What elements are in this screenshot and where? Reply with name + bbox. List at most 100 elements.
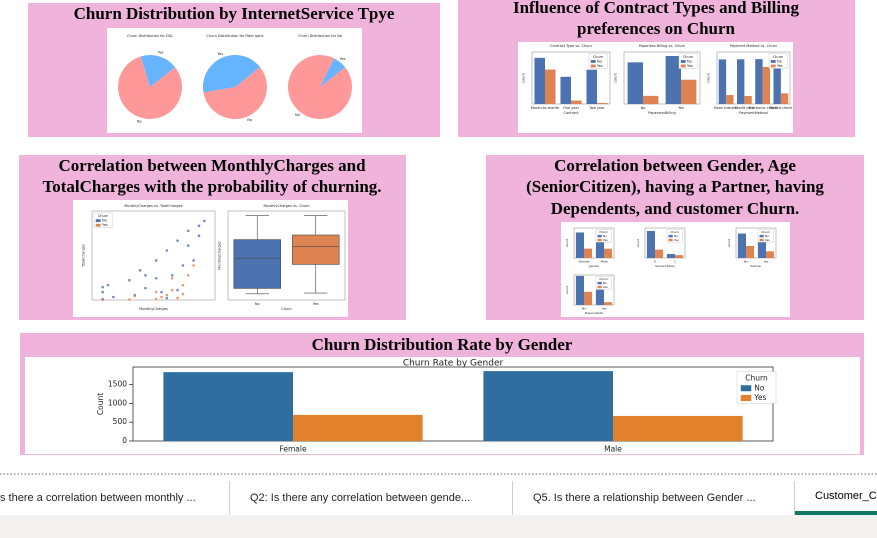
legend-title: Churn [670,230,679,234]
slice-label: Yes [340,57,346,61]
chart-title: Churn Rate by Gender [403,359,504,369]
x-axis-label: PaperlessBilling [648,111,675,115]
bar [681,79,697,104]
bar [737,233,746,258]
page-tab[interactable]: Q2: Is there any correlation between gen… [230,481,513,515]
scatter-point [165,293,169,297]
bar [666,254,675,258]
pie-slice [288,54,352,119]
y-axis-label: Count [96,393,105,415]
y-tick-label: 0 [122,436,127,445]
tab-bar: s there a correlation between monthly ..… [0,481,877,515]
slice-label: Yes [158,51,164,55]
bar [627,62,643,104]
chart-title: MonthlyCharges vs. Churn [263,204,309,208]
legend-label: Yes [674,238,679,242]
legend-swatch [668,234,673,238]
plot-frame [644,227,686,259]
x-tick-label: No [641,106,646,110]
bar [726,95,734,104]
panel-title: preferences on Churn [577,19,736,38]
legend-title: Churn [761,230,770,234]
x-tick-label: Yes [313,302,319,306]
bar [560,76,571,104]
bar [597,103,608,104]
x-tick-label: Yes [764,259,769,263]
bar [718,59,727,104]
x-tick-label: 0 [654,259,656,263]
scatter-point [176,288,179,292]
pie-slice [320,58,346,87]
panel-title: Correlation between MonthlyCharges and [58,156,366,175]
bar [665,55,681,104]
slice-label: No [295,113,300,117]
y-axis-label: count [707,72,711,83]
bar [736,59,745,104]
legend-label: No [687,59,692,63]
scatter-point [165,249,169,252]
plot-frame [132,366,774,442]
x-tick-label: Female [279,444,307,453]
x-axis-label: gender [589,264,600,268]
bar [595,289,604,305]
legend-swatch [680,64,686,68]
x-tick-label: No [255,302,260,306]
scatter-point [181,264,185,267]
legend-title: Churn [745,374,768,383]
bar [584,291,593,305]
bar [584,248,593,258]
scatter-point [160,290,163,294]
page-tab[interactable]: Q5. Is there a relationship between Gend… [513,481,795,515]
page-tab[interactable]: Customer_C [795,481,877,515]
scatter-point [197,224,201,228]
bar [163,372,293,441]
scatter-point [154,297,158,301]
bar [575,232,584,258]
panel-title: Dependents, and customer Churn. [551,199,800,218]
legend-swatch [95,219,101,223]
legend-swatch [759,234,764,238]
legend-swatch [770,64,776,68]
page-tab[interactable]: s there a correlation between monthly ..… [0,481,230,515]
bar [483,371,613,441]
legend-label: Yes [597,64,603,68]
panel-title: Churn Distribution by InternetService Tp… [74,4,395,23]
legend-label: Yes [777,64,783,68]
bar [595,231,604,258]
scatter-point [170,273,174,277]
y-tick-label: 500 [113,417,128,426]
legend-label: No [102,219,107,223]
bar [746,246,755,258]
legend-label: No [777,59,782,63]
x-tick-label: Two year [588,106,605,110]
bar [655,249,664,258]
scatter-point [138,269,142,272]
panel-title: TotalCharges with the probability of chu… [42,177,381,196]
legend-swatch [680,60,686,63]
legend-swatch [759,238,764,242]
scatter-point [186,229,190,233]
bar [757,230,766,258]
legend-label: No [674,234,678,238]
x-axis-label: MonthlyCharges [139,307,168,311]
legend-swatch [590,64,596,68]
scatter-point [165,296,169,300]
scatter-point [186,244,190,247]
bar [675,255,684,258]
scatter-point [160,295,163,299]
image-area [518,42,793,133]
legend-swatch [95,223,101,227]
scatter-point [181,292,185,296]
scatter-point [106,283,110,287]
x-axis-label: Churn [281,307,291,311]
x-axis-label: PaymentMethod [739,111,767,115]
panel-title: Correlation between Gender, Age [554,156,796,175]
legend-title: Churn [683,55,693,59]
y-axis-label: count [565,285,569,294]
x-tick-label: Female [579,259,590,263]
legend-title: Churn [98,214,108,218]
scatter-point [101,298,104,302]
x-tick-label: Male [600,259,607,263]
y-tick-label: 1500 [108,380,127,389]
